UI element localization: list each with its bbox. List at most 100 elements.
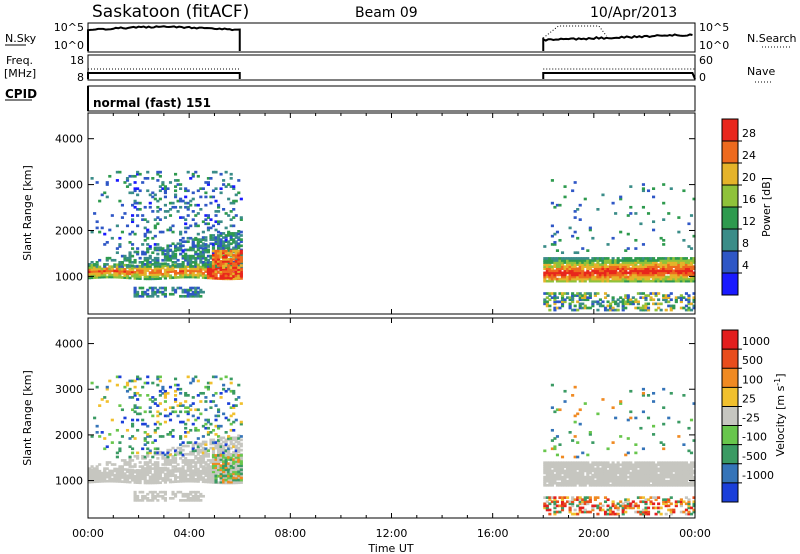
velocity-cell <box>629 471 633 475</box>
velocity-cell <box>644 473 648 477</box>
colorbar-tick-label: 24 <box>742 149 756 162</box>
power-cell <box>201 263 205 266</box>
power-cell <box>616 279 620 283</box>
velocity-cell <box>128 396 132 399</box>
velocity-cell <box>161 494 165 498</box>
power-cell <box>166 266 170 270</box>
velocity-cell <box>184 435 188 438</box>
velocity-cell <box>151 492 155 496</box>
power-cell <box>669 269 673 273</box>
velocity-cell <box>545 463 549 467</box>
power-cell <box>687 298 691 302</box>
velocity-cell <box>586 461 590 465</box>
velocity-cell <box>184 479 188 483</box>
power-cell <box>581 265 585 269</box>
velocity-cell <box>186 496 190 500</box>
colorbar-swatch <box>722 141 738 164</box>
power-cell <box>624 269 628 273</box>
power-cell <box>118 273 122 277</box>
colorbar-tick-label: -25 <box>742 412 760 425</box>
power-cell <box>148 201 152 205</box>
velocity-cell <box>130 447 135 451</box>
velocity-cell <box>679 465 683 469</box>
velocity-cell <box>95 469 99 473</box>
velocity-cell <box>232 450 236 454</box>
power-cell <box>596 207 600 211</box>
velocity-cell <box>631 506 635 510</box>
velocity-cell <box>634 504 638 508</box>
velocity-cell <box>621 461 625 465</box>
velocity-cell <box>214 469 218 473</box>
velocity-cell <box>619 469 623 473</box>
velocity-cell <box>621 467 625 471</box>
power-cell <box>571 265 575 269</box>
velocity-cell <box>156 469 160 472</box>
velocity-cell <box>227 447 231 451</box>
power-cell <box>558 271 562 275</box>
x-tick-label: 20:00 <box>578 527 610 540</box>
power-cell <box>682 265 686 269</box>
velocity-cell <box>194 463 198 466</box>
power-cell <box>138 273 142 276</box>
velocity-cell <box>201 452 205 456</box>
power-cell <box>664 271 668 275</box>
power-cell <box>566 263 570 266</box>
velocity-cell <box>626 506 630 510</box>
power-cell <box>553 265 557 269</box>
velocity-cell <box>639 465 643 469</box>
velocity-cell <box>239 444 243 448</box>
velocity-cell <box>689 506 694 510</box>
velocity-cell <box>219 480 223 484</box>
power-cell <box>583 275 587 279</box>
velocity-cell <box>634 465 638 469</box>
velocity-cell <box>143 437 147 440</box>
power-cell <box>654 275 658 279</box>
power-cell <box>603 269 608 273</box>
velocity-cell <box>684 479 689 483</box>
velocity-cell <box>222 468 226 472</box>
power-cell <box>158 270 162 274</box>
power-cell <box>204 236 208 239</box>
nave-tick-high: 60 <box>699 54 713 67</box>
velocity-cell <box>234 470 238 474</box>
velocity-cell <box>576 473 580 477</box>
velocity-cell <box>211 394 216 397</box>
velocity-cell <box>606 475 610 479</box>
velocity-cell <box>679 504 683 508</box>
velocity-cell <box>216 440 221 444</box>
velocity-cell <box>563 469 567 473</box>
power-cell <box>166 187 170 191</box>
velocity-cell <box>548 461 552 465</box>
power-cell <box>646 267 651 271</box>
velocity-cell <box>631 467 635 471</box>
power-cell <box>189 294 193 298</box>
power-cell <box>196 212 200 215</box>
velocity-cell <box>123 459 127 462</box>
power-cell <box>166 228 170 232</box>
power-cell <box>581 302 585 306</box>
velocity-cell <box>687 504 691 508</box>
velocity-cell <box>684 465 689 469</box>
power-cell <box>641 187 646 191</box>
power-cell <box>214 262 218 265</box>
velocity-cell <box>576 496 580 499</box>
velocity-cell <box>692 465 696 469</box>
velocity-cell <box>191 396 195 399</box>
velocity-cell <box>667 508 671 512</box>
velocity-cell <box>550 483 554 487</box>
velocity-cell <box>634 463 638 467</box>
velocity-cell <box>550 461 554 465</box>
power-cell <box>568 259 572 262</box>
power-cell <box>136 250 140 254</box>
velocity-cell <box>176 450 180 454</box>
power-cell <box>196 252 200 256</box>
power-cell <box>601 300 605 304</box>
velocity-cell <box>667 463 671 467</box>
velocity-cell <box>163 472 168 476</box>
velocity-cell <box>166 463 170 466</box>
power-cell <box>95 274 99 277</box>
power-cell <box>621 279 625 283</box>
power-cell <box>214 270 218 274</box>
velocity-cell <box>189 450 193 454</box>
velocity-cell <box>209 459 213 462</box>
